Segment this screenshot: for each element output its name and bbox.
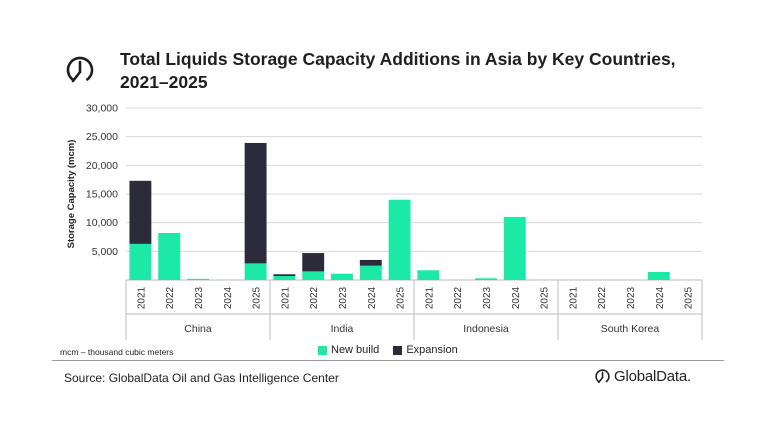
bar-expansion bbox=[273, 274, 296, 276]
bar-new-build bbox=[302, 271, 325, 280]
brand-name: GlobalData. bbox=[614, 368, 692, 385]
x-tick-label-year: 2021 bbox=[280, 286, 291, 309]
x-tick-label-year: 2024 bbox=[367, 286, 378, 309]
y-tick-label: 25,000 bbox=[86, 131, 118, 143]
x-tick-label-year: 2025 bbox=[540, 286, 551, 309]
y-axis-title: Storage Capacity (mcm) bbox=[66, 140, 77, 249]
stacked-bar-chart: 5,000 10,000 15,000 20,000 25,000 30,000 Stora… bbox=[66, 103, 703, 340]
x-tick-label-year: 2022 bbox=[309, 286, 320, 309]
legend-label-new-build: New build bbox=[331, 344, 380, 356]
x-tick-label-year: 2021 bbox=[136, 286, 147, 309]
chart-legend: New build Expansion bbox=[318, 344, 458, 356]
bar-new-build bbox=[158, 232, 181, 280]
x-tick-label-year: 2023 bbox=[194, 286, 205, 309]
bar-expansion bbox=[359, 259, 382, 266]
bar-new-build bbox=[331, 273, 353, 280]
bar-new-build bbox=[417, 270, 440, 280]
bar-new-build bbox=[647, 271, 670, 280]
x-tick-label-year: 2025 bbox=[252, 286, 263, 309]
x-tick-label-year: 2023 bbox=[482, 286, 493, 309]
legend-item-expansion: Expansion bbox=[393, 344, 458, 356]
x-tick-label-year: 2025 bbox=[684, 286, 695, 309]
bar-new-build bbox=[244, 263, 267, 280]
x-tick-label-year: 2025 bbox=[396, 286, 407, 309]
globaldata-brand-icon bbox=[595, 369, 610, 384]
globaldata-mark-icon bbox=[66, 56, 94, 84]
bar-expansion bbox=[244, 142, 267, 264]
bar-new-build bbox=[503, 216, 526, 280]
bar-new-build bbox=[187, 278, 209, 280]
y-tick-label: 15,000 bbox=[86, 189, 118, 201]
bar-new-build bbox=[475, 278, 497, 280]
chart-title: Total Liquids Storage Capacity Additions… bbox=[120, 49, 676, 92]
legend-swatch-new-build bbox=[318, 345, 327, 355]
x-tick-label-year: 2021 bbox=[568, 286, 579, 309]
bar-new-build bbox=[388, 199, 411, 280]
bar-expansion bbox=[302, 253, 325, 272]
unit-note: mcm – thousand cubic meters bbox=[60, 347, 174, 357]
y-tick-label: 5,000 bbox=[92, 246, 118, 258]
bar-new-build bbox=[273, 275, 296, 280]
x-tick-label-year: 2024 bbox=[223, 286, 234, 309]
bar-new-build bbox=[129, 243, 152, 280]
x-tick-label-year: 2023 bbox=[626, 286, 637, 309]
x-tick-label-year: 2024 bbox=[511, 286, 522, 309]
legend-swatch-expansion bbox=[393, 345, 403, 355]
x-group-label: China bbox=[184, 323, 212, 335]
y-tick-label: 10,000 bbox=[86, 217, 118, 229]
x-group-label: Indonesia bbox=[463, 323, 509, 335]
x-tick-label-year: 2022 bbox=[597, 286, 608, 309]
brand-logo: GlobalData. bbox=[594, 368, 691, 385]
bar-expansion bbox=[129, 180, 152, 244]
x-group-label: India bbox=[331, 323, 354, 335]
x-tick-label-year: 2024 bbox=[655, 286, 666, 309]
y-tick-label: 20,000 bbox=[86, 160, 118, 172]
y-tick-label: 30,000 bbox=[86, 103, 118, 115]
x-tick-label-year: 2023 bbox=[338, 286, 349, 309]
x-tick-label-year: 2022 bbox=[165, 286, 176, 309]
source-text: Source: GlobalData Oil and Gas Intellige… bbox=[64, 371, 339, 385]
x-group-label: South Korea bbox=[601, 323, 660, 335]
x-tick-label-year: 2022 bbox=[453, 286, 464, 309]
footer-divider bbox=[52, 360, 724, 361]
x-tick-label-year: 2021 bbox=[424, 286, 435, 309]
bar-new-build bbox=[359, 265, 382, 280]
legend-item-new-build: New build bbox=[318, 344, 379, 356]
legend-label-expansion: Expansion bbox=[406, 344, 458, 356]
